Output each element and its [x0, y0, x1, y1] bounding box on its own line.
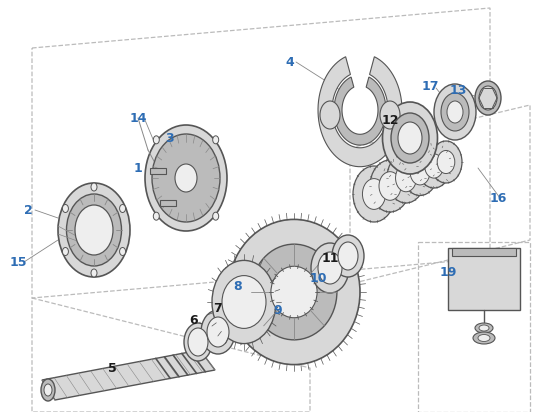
- Ellipse shape: [207, 317, 229, 347]
- Ellipse shape: [184, 323, 212, 361]
- Text: 15: 15: [9, 255, 27, 269]
- Ellipse shape: [119, 248, 125, 255]
- Ellipse shape: [332, 235, 364, 277]
- Ellipse shape: [475, 81, 501, 115]
- Ellipse shape: [41, 379, 55, 401]
- Ellipse shape: [44, 384, 52, 396]
- Ellipse shape: [175, 164, 197, 192]
- Ellipse shape: [62, 248, 68, 255]
- Ellipse shape: [473, 332, 495, 344]
- Ellipse shape: [213, 136, 219, 144]
- Ellipse shape: [362, 178, 386, 209]
- Text: 8: 8: [234, 279, 243, 293]
- Ellipse shape: [213, 212, 219, 220]
- Polygon shape: [318, 57, 402, 167]
- Text: 17: 17: [421, 80, 439, 93]
- Ellipse shape: [380, 101, 400, 129]
- Ellipse shape: [379, 172, 401, 200]
- Ellipse shape: [201, 310, 235, 354]
- Text: 6: 6: [190, 314, 199, 326]
- Ellipse shape: [417, 144, 451, 188]
- Text: 1: 1: [134, 162, 142, 175]
- Ellipse shape: [402, 148, 438, 196]
- Text: 9: 9: [274, 304, 282, 316]
- Ellipse shape: [338, 242, 358, 270]
- Ellipse shape: [398, 122, 422, 154]
- Text: 10: 10: [309, 272, 327, 285]
- Ellipse shape: [91, 269, 97, 277]
- Polygon shape: [334, 77, 386, 145]
- Ellipse shape: [67, 194, 122, 266]
- Ellipse shape: [152, 134, 220, 222]
- Text: 11: 11: [321, 251, 339, 265]
- Text: 4: 4: [285, 56, 294, 68]
- Ellipse shape: [395, 164, 416, 192]
- Text: 13: 13: [449, 84, 467, 96]
- Ellipse shape: [391, 113, 429, 163]
- Ellipse shape: [318, 252, 342, 284]
- Ellipse shape: [353, 166, 395, 222]
- Text: 16: 16: [490, 192, 507, 204]
- Ellipse shape: [311, 243, 349, 293]
- Text: 7: 7: [213, 302, 222, 314]
- Ellipse shape: [62, 204, 68, 213]
- Ellipse shape: [145, 125, 227, 231]
- Text: 3: 3: [166, 131, 174, 145]
- Ellipse shape: [479, 86, 497, 110]
- Ellipse shape: [382, 102, 437, 174]
- Ellipse shape: [251, 244, 337, 340]
- Ellipse shape: [370, 160, 410, 212]
- Ellipse shape: [188, 328, 208, 356]
- Ellipse shape: [387, 153, 425, 203]
- Ellipse shape: [441, 93, 469, 131]
- Bar: [150, 168, 166, 174]
- Ellipse shape: [91, 183, 97, 191]
- Text: 2: 2: [24, 204, 32, 216]
- Ellipse shape: [479, 325, 489, 331]
- Ellipse shape: [434, 84, 476, 140]
- Ellipse shape: [478, 335, 490, 342]
- Ellipse shape: [222, 276, 266, 328]
- Bar: [160, 200, 176, 206]
- Ellipse shape: [153, 136, 160, 144]
- Text: 5: 5: [108, 361, 117, 375]
- Ellipse shape: [119, 204, 125, 213]
- Ellipse shape: [447, 101, 463, 123]
- Ellipse shape: [410, 159, 430, 185]
- Ellipse shape: [75, 205, 113, 255]
- Bar: [452, 248, 516, 256]
- Bar: [448, 248, 520, 310]
- Text: 12: 12: [381, 113, 399, 126]
- Text: 14: 14: [129, 112, 147, 124]
- Ellipse shape: [475, 323, 493, 333]
- Polygon shape: [42, 350, 215, 400]
- Ellipse shape: [320, 101, 340, 129]
- Ellipse shape: [212, 260, 276, 344]
- Ellipse shape: [425, 154, 443, 178]
- Text: 19: 19: [439, 265, 456, 279]
- Ellipse shape: [228, 220, 360, 365]
- Ellipse shape: [430, 141, 462, 183]
- Ellipse shape: [58, 183, 130, 277]
- Ellipse shape: [437, 150, 455, 173]
- Ellipse shape: [153, 212, 160, 220]
- Ellipse shape: [271, 266, 317, 318]
